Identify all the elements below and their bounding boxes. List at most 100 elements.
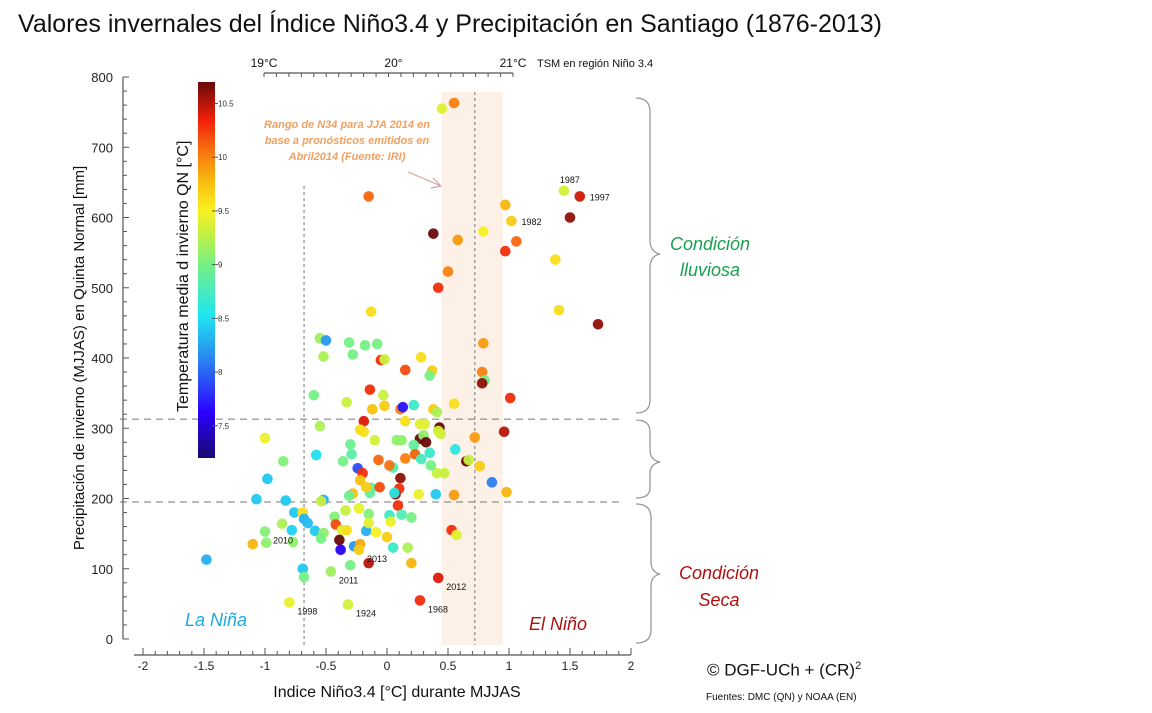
- data-point: [448, 489, 460, 501]
- dry-label-line-1: Condición: [679, 563, 759, 583]
- data-point: [345, 559, 356, 571]
- rainy-label-line-2: lluviosa: [680, 260, 740, 280]
- data-point: [384, 460, 395, 471]
- data-point: [320, 335, 332, 346]
- data-point: [364, 384, 376, 395]
- data-point: [396, 509, 407, 520]
- data-point: [247, 538, 259, 550]
- data-point: [500, 245, 511, 257]
- data-point: [469, 432, 481, 443]
- data-point: [400, 415, 411, 427]
- reference-lines: [120, 92, 620, 645]
- x-tick-label: 1: [506, 659, 513, 673]
- year-label: 1968: [428, 604, 448, 614]
- data-point: [400, 364, 411, 376]
- data-point: [342, 599, 354, 610]
- x-tick-label: -1: [260, 659, 271, 673]
- data-point: [478, 226, 489, 237]
- data-point: [378, 389, 389, 401]
- year-label: 1982: [521, 217, 541, 227]
- data-point: [354, 474, 366, 486]
- data-point: [260, 537, 272, 549]
- x-axis-label: Indice Niño3.4 [°C] durante MJJAS: [273, 684, 520, 701]
- x-tick-label: -2: [138, 659, 149, 673]
- data-point: [365, 306, 377, 317]
- data-point: [309, 525, 321, 537]
- data-point: [432, 572, 444, 584]
- data-point: [448, 398, 460, 409]
- data-point: [430, 488, 442, 500]
- forecast-text-line-2: base a pronósticos emitidos en: [265, 135, 430, 147]
- data-point: [334, 534, 345, 546]
- y-tick-label: 700: [91, 140, 113, 155]
- data-point: [428, 228, 439, 239]
- data-point: [500, 199, 511, 211]
- data-point: [363, 508, 375, 520]
- colorbar-tick-label: 10.5: [218, 99, 234, 108]
- x-tick-label: 2: [628, 659, 635, 673]
- data-point: [439, 467, 450, 479]
- data-point: [347, 349, 359, 360]
- data-point: [360, 481, 372, 493]
- data-point: [297, 563, 309, 575]
- data-point: [276, 518, 288, 530]
- data-point: [286, 524, 298, 536]
- data-point: [251, 493, 262, 505]
- y-tick-label: 800: [91, 70, 113, 85]
- colorbar-tick-label: 8.5: [218, 314, 230, 323]
- data-point: [448, 97, 460, 109]
- y-tick-label: 100: [91, 562, 113, 577]
- data-point: [400, 453, 411, 464]
- data-point: [414, 595, 426, 606]
- data-point: [450, 444, 461, 455]
- la-nina-label: La Niña: [185, 610, 247, 630]
- data-point: [408, 439, 420, 451]
- data-point: [425, 460, 437, 471]
- data-point: [406, 512, 417, 523]
- data-point: [431, 467, 443, 479]
- forecast-text-line-1: Rango de N34 para JJA 2014 en: [264, 119, 430, 131]
- data-point: [395, 472, 406, 484]
- data-point: [408, 399, 420, 411]
- data-point: [387, 542, 399, 553]
- rainy-label-line-1: Condición: [670, 234, 750, 254]
- data-point: [498, 426, 510, 438]
- data-point: [501, 486, 512, 498]
- year-label: 2013: [367, 554, 387, 564]
- data-point: [341, 396, 353, 408]
- data-point: [363, 191, 375, 202]
- data-point: [436, 103, 448, 114]
- colorbar-tick-label: 10: [218, 153, 227, 162]
- data-point: [558, 185, 570, 197]
- data-point: [506, 215, 517, 227]
- data-point: [343, 337, 355, 348]
- data-point: [353, 503, 365, 514]
- y-axis-label: Precipitación de invierno (MJJAS) en Qui…: [71, 166, 88, 550]
- data-point: [371, 338, 383, 350]
- data-point: [373, 454, 384, 466]
- data-point: [553, 304, 565, 316]
- data-point: [476, 366, 488, 378]
- year-label: 1987: [560, 175, 580, 185]
- year-label: 1998: [297, 606, 317, 616]
- data-point: [432, 425, 444, 437]
- data-point: [302, 517, 314, 529]
- y-tick-label: 600: [91, 211, 113, 226]
- data-point: [340, 505, 351, 516]
- data-point: [564, 212, 576, 223]
- x-tick-label: 0: [384, 659, 391, 673]
- data-point: [504, 392, 516, 404]
- y-tick-label: 300: [91, 421, 113, 436]
- x-tick-label: 1.5: [562, 659, 579, 673]
- data-point: [415, 351, 427, 363]
- year-label: 2012: [446, 582, 466, 592]
- data-point: [345, 439, 356, 450]
- x-tick-label: -1.5: [194, 659, 215, 673]
- data-point: [343, 490, 355, 501]
- data-point: [385, 516, 396, 527]
- data-points: [201, 97, 604, 610]
- year-label: 2011: [339, 576, 358, 586]
- y-tick-label: 500: [91, 281, 113, 296]
- data-point: [363, 557, 375, 569]
- data-point: [424, 370, 436, 381]
